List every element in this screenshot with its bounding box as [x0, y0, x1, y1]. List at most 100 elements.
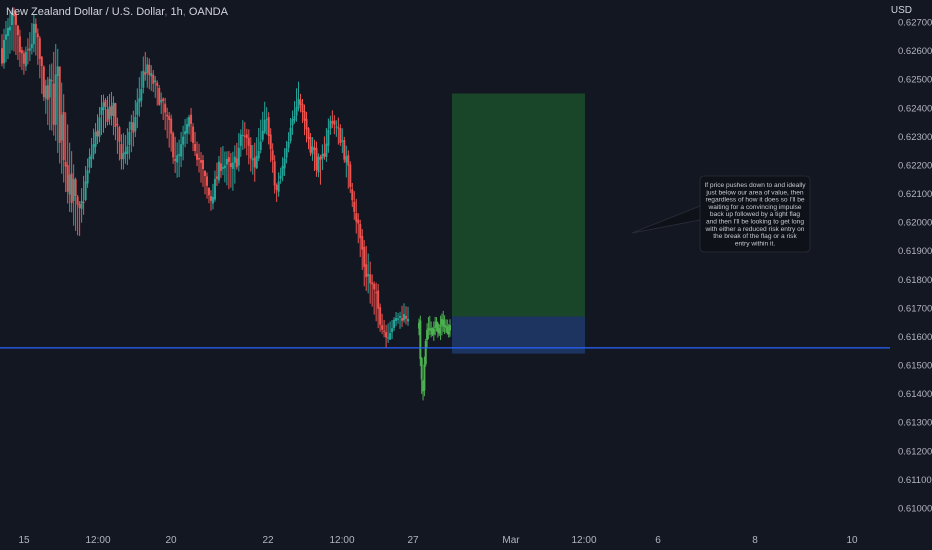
candle-body: [247, 137, 250, 146]
currency-label: USD: [890, 5, 912, 16]
candle-body: [138, 98, 141, 103]
candle-body: [98, 117, 101, 137]
candle-body: [44, 85, 47, 99]
candle-body: [347, 155, 350, 166]
candle-body: [46, 85, 49, 100]
time-tick-label: 10: [846, 535, 858, 546]
candle-body: [4, 34, 7, 40]
candle-body: [309, 137, 312, 153]
candle-body: [442, 319, 445, 327]
price-tick-label: 0.62700: [898, 18, 932, 29]
candle-body: [245, 134, 248, 139]
candle-body: [241, 135, 244, 137]
candle-body: [383, 330, 386, 332]
candle-body: [34, 23, 37, 33]
price-tick-label: 0.61500: [898, 361, 932, 372]
price-tick-label: 0.61400: [898, 389, 932, 400]
time-axis[interactable]: 15 12:00 20 22 12:00 27 Mar 12:00 6 8 10: [18, 535, 858, 546]
long-position-tool[interactable]: [452, 93, 585, 354]
candle-body: [168, 116, 171, 121]
candle-body: [391, 328, 394, 333]
candle-body: [339, 127, 342, 143]
callout-line: with either a reduced risk entry on: [705, 226, 805, 233]
candle-body: [118, 127, 121, 142]
candle-body: [124, 151, 127, 155]
candle-body: [293, 116, 296, 121]
candle-body: [251, 158, 254, 161]
symbol-title[interactable]: New Zealand Dollar / U.S. Dollar, 1h, OA…: [6, 6, 228, 18]
candle-body: [283, 158, 286, 169]
candle-body: [399, 315, 402, 318]
callout-box: [699, 175, 811, 253]
candle-body: [291, 119, 294, 126]
candle-body: [68, 174, 71, 195]
candle-body: [160, 99, 163, 103]
candle-body: [423, 364, 426, 391]
candle-body: [271, 150, 274, 161]
candle-body: [357, 219, 360, 224]
candle-body: [108, 106, 111, 120]
price-axis[interactable]: 0.62700 0.62600 0.62500 0.62400 0.62300 0.622…: [898, 18, 932, 515]
candle-body: [100, 107, 103, 115]
price-tick-label: 0.61700: [898, 303, 932, 314]
candle-body: [76, 196, 79, 205]
candle-body: [174, 158, 177, 161]
candle-body: [122, 153, 125, 160]
candle-body: [200, 160, 203, 163]
candle-body: [325, 143, 328, 158]
candle-body: [158, 87, 161, 105]
candle-body: [297, 98, 300, 109]
candle-body: [355, 213, 358, 222]
candle-body: [86, 170, 89, 184]
candle-body: [303, 111, 306, 121]
candle-body: [405, 316, 408, 319]
candle-body: [237, 147, 240, 166]
candle-body: [285, 148, 288, 158]
price-tick-label: 0.62300: [898, 132, 932, 143]
time-tick-label: Mar: [502, 535, 520, 546]
candle-body: [420, 358, 423, 380]
candle-body: [219, 163, 222, 171]
candle-body: [289, 127, 292, 141]
candle-body: [403, 314, 406, 321]
candle-body: [443, 324, 446, 327]
time-tick-label: 27: [407, 535, 419, 546]
candle-body: [194, 143, 197, 152]
annotation-callout[interactable]: If price pushes down to and ideallyjust …: [631, 175, 811, 253]
candle-body: [313, 147, 316, 150]
price-tick-label: 0.61200: [898, 446, 932, 457]
candle-body: [56, 66, 59, 77]
candle-body: [190, 114, 193, 124]
target-zone: [452, 93, 585, 317]
candle-body: [150, 72, 153, 77]
candle-body: [287, 141, 290, 148]
candle-body: [22, 53, 25, 64]
candle-body: [432, 329, 435, 335]
candle-body: [434, 326, 437, 328]
candle-body: [239, 134, 242, 146]
candle-body: [444, 325, 447, 328]
candle-body: [180, 144, 183, 157]
candle-body: [327, 129, 330, 146]
candle-body: [136, 102, 139, 115]
candle-body: [52, 83, 55, 125]
source-label: OANDA: [188, 6, 228, 18]
candle-body: [78, 204, 81, 208]
candle-body: [311, 146, 314, 155]
candle-body: [40, 56, 43, 67]
candle-body: [32, 23, 35, 45]
candle-body: [371, 282, 374, 285]
candle-body: [6, 27, 9, 36]
candle-body: [267, 117, 270, 136]
candle-body: [449, 325, 451, 331]
candle-body: [227, 157, 230, 162]
candle-body: [381, 325, 384, 330]
candle-body: [259, 141, 262, 151]
candle-body: [359, 223, 362, 239]
candle-body: [277, 181, 280, 192]
candle-body: [377, 290, 380, 309]
time-tick-label: 12:00: [571, 535, 596, 546]
candle-body: [217, 161, 220, 181]
price-tick-label: 0.62400: [898, 103, 932, 114]
